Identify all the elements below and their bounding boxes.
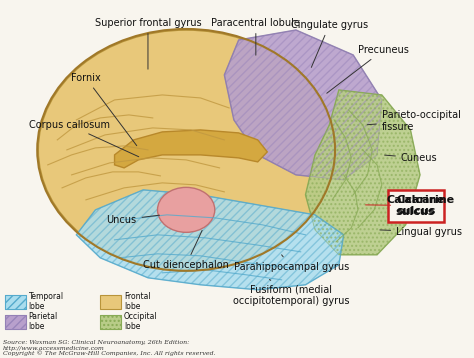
Text: Cingulate gyrus: Cingulate gyrus [291, 20, 368, 67]
Polygon shape [305, 90, 420, 255]
Text: Calcarine
sulcus: Calcarine sulcus [365, 195, 454, 217]
FancyBboxPatch shape [388, 190, 444, 222]
FancyBboxPatch shape [100, 315, 121, 329]
FancyBboxPatch shape [5, 315, 26, 329]
Text: Superior frontal gyrus: Superior frontal gyrus [95, 18, 201, 69]
Text: Parieto-occipital
fissure: Parieto-occipital fissure [367, 110, 461, 131]
FancyBboxPatch shape [5, 295, 26, 309]
Text: Paracentral lobule: Paracentral lobule [211, 18, 300, 55]
Text: Parahippocampal gyrus: Parahippocampal gyrus [234, 255, 349, 272]
Text: Temporal
lobe: Temporal lobe [28, 292, 64, 311]
Text: Source: Waxman SG: Clinical Neuroanatomy, 26th Edition:
http://www.accessmedicin: Source: Waxman SG: Clinical Neuroanatomy… [3, 340, 189, 350]
Text: Uncus: Uncus [106, 215, 160, 225]
Text: Copyright © The McGraw-Hill Companies, Inc. All rights reserved.: Copyright © The McGraw-Hill Companies, I… [3, 351, 216, 357]
Text: Cut diencephalon: Cut diencephalon [143, 230, 229, 270]
Polygon shape [76, 190, 344, 290]
Ellipse shape [157, 187, 215, 232]
Text: Corpus callosum: Corpus callosum [28, 120, 139, 157]
Polygon shape [224, 30, 382, 180]
Text: Precuneus: Precuneus [327, 45, 409, 93]
Text: Cuneus: Cuneus [384, 153, 438, 163]
FancyBboxPatch shape [100, 295, 121, 309]
Text: Frontal
lobe: Frontal lobe [124, 292, 151, 311]
Text: Parietal
lobe: Parietal lobe [28, 312, 58, 332]
Text: Fornix: Fornix [71, 73, 137, 146]
Ellipse shape [38, 30, 334, 270]
Text: Fusiform (medial
occipitotemporal) gyrus: Fusiform (medial occipitotemporal) gyrus [233, 280, 349, 306]
Text: Lingual gyrus: Lingual gyrus [380, 227, 462, 237]
Polygon shape [115, 130, 267, 168]
Text: Calcarine
sulcus: Calcarine sulcus [386, 195, 444, 217]
Text: Occipital
lobe: Occipital lobe [124, 312, 158, 332]
